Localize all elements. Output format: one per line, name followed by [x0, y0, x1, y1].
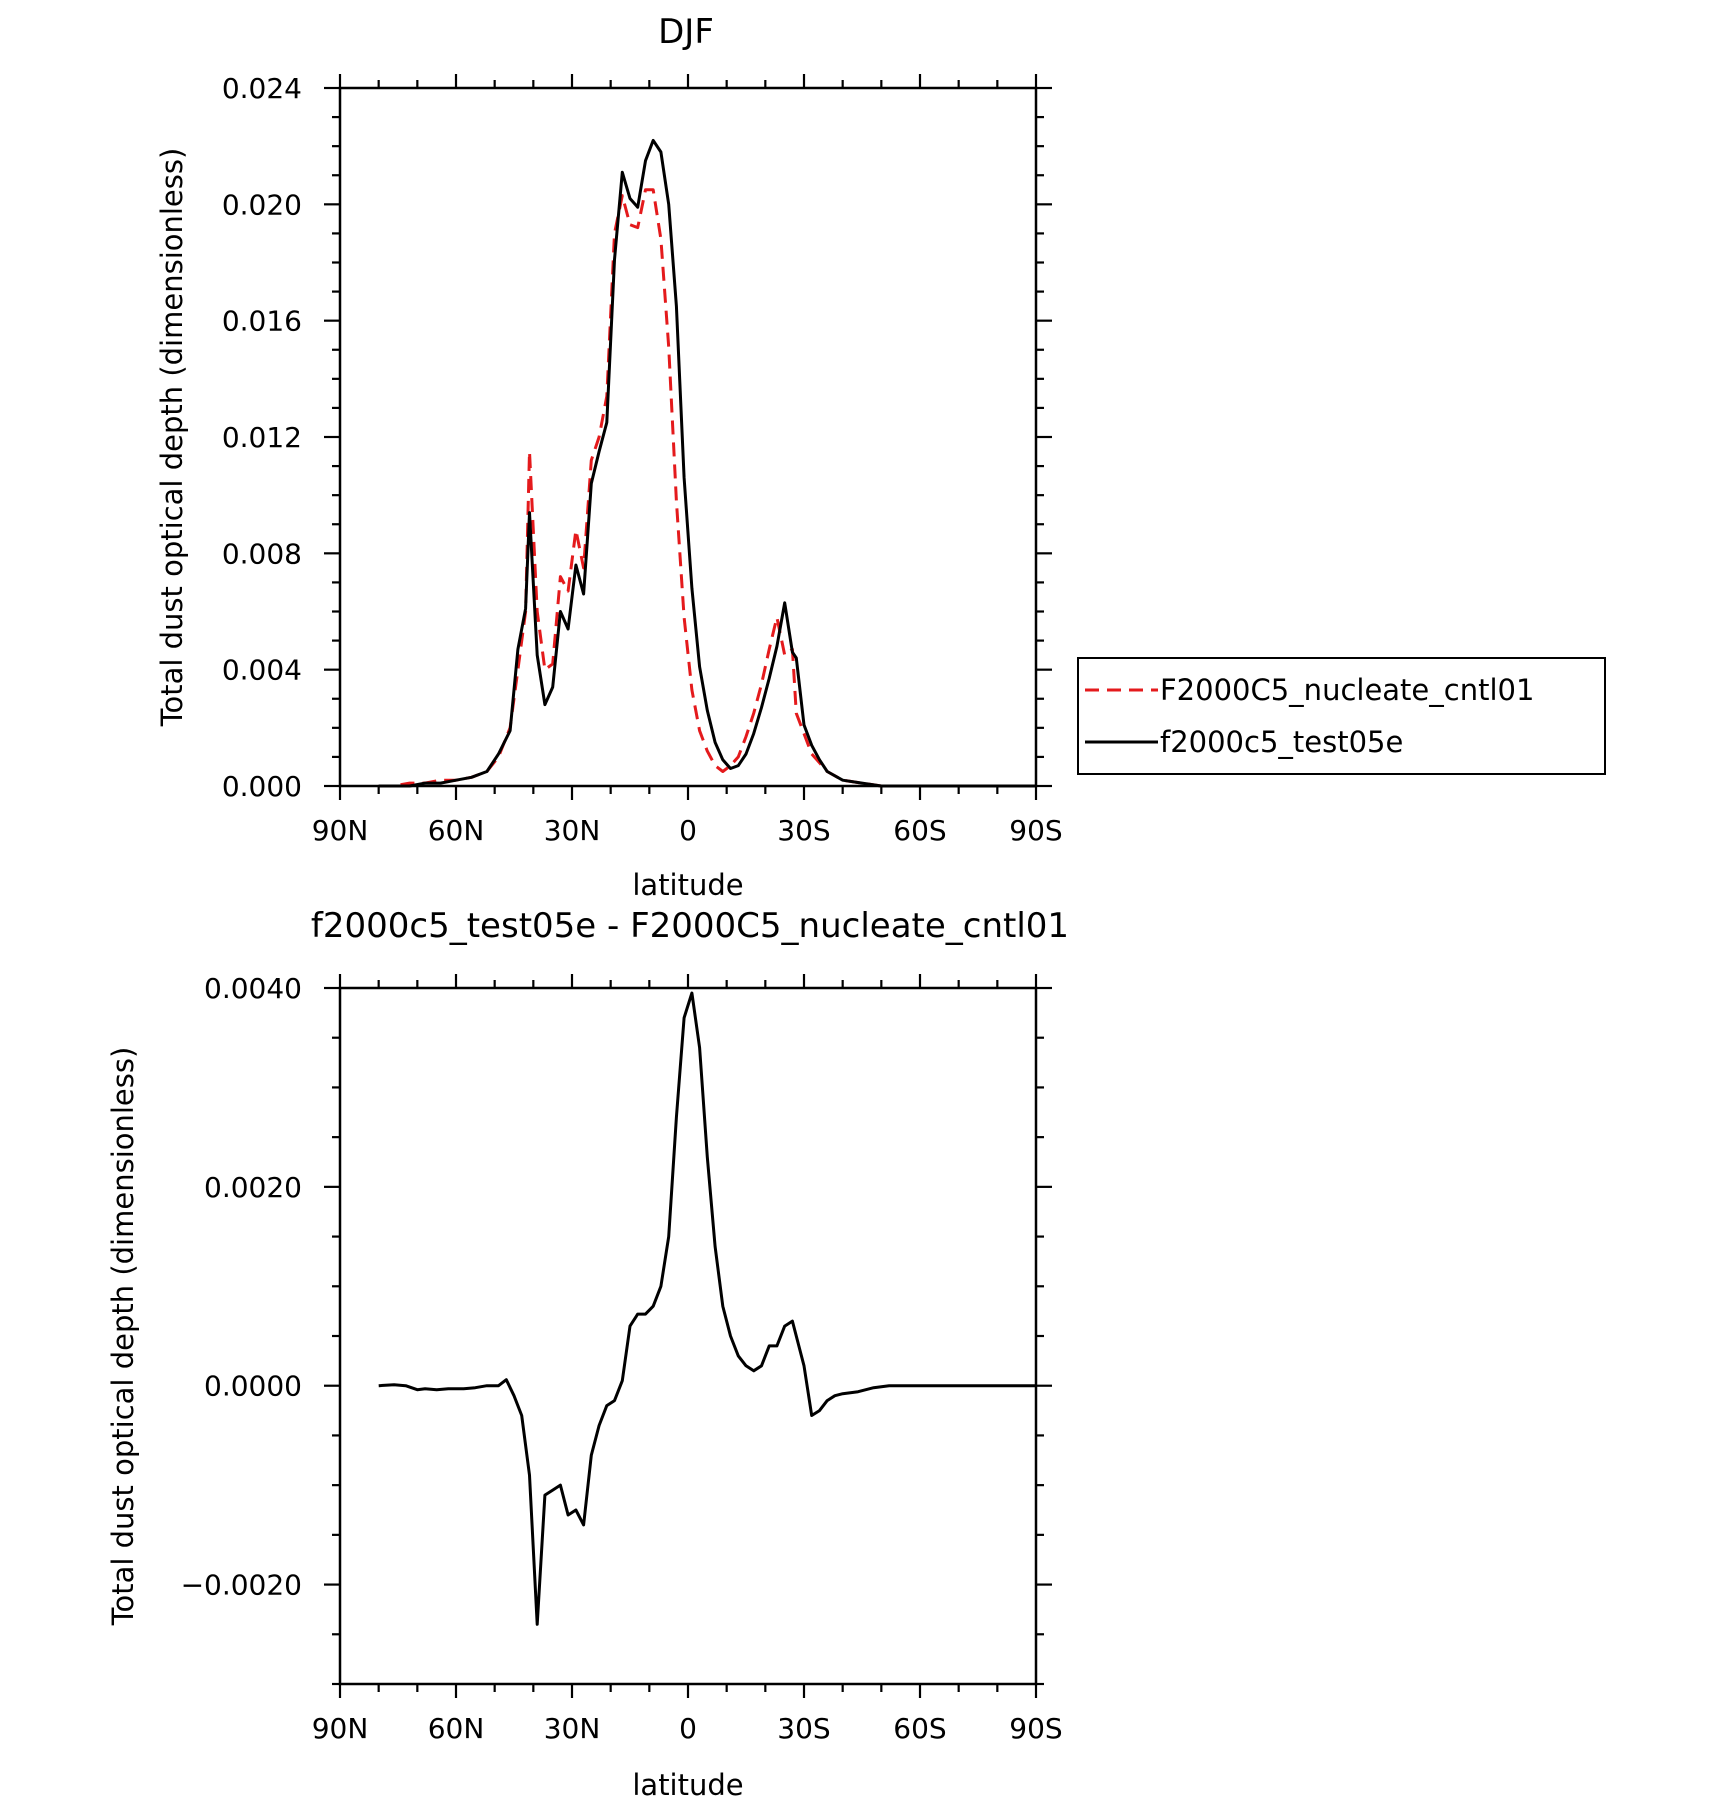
bottom-x-tick-label: 0 [679, 1712, 697, 1745]
top-series-line-1 [378, 188, 1036, 788]
bottom-x-axis-label: latitude [632, 1768, 743, 1800]
bottom-ticks [324, 974, 1052, 1698]
bottom-panel: f2000c5_test05e - F2000C5_nucleate_cntl0… [106, 906, 1069, 1800]
legend-label-test: f2000c5_test05e [1160, 725, 1403, 759]
legend-box [1077, 657, 1606, 775]
top-x-tick-label: 60S [893, 814, 946, 847]
bottom-title: f2000c5_test05e - F2000C5_nucleate_cntl0… [311, 906, 1069, 946]
top-y-tick-label: 0.012 [222, 421, 302, 454]
bottom-x-tick-label: 90N [312, 1712, 369, 1745]
top-ticks [324, 74, 1052, 800]
top-y-tick-label: 0.008 [222, 537, 302, 570]
top-x-tick-label: 0 [679, 814, 697, 847]
legend-label-cntl: F2000C5_nucleate_cntl01 [1160, 673, 1534, 707]
top-y-tick-label: 0.000 [222, 770, 302, 803]
bottom-x-tick-label: 60S [893, 1712, 946, 1745]
bottom-x-tick-label: 60N [428, 1712, 485, 1745]
top-x-tick-label: 90S [1009, 814, 1062, 847]
top-title: DJF [658, 12, 714, 52]
top-panel: DJF 90N 60N 30N 0 30S 60S 90S 0.000 0.004 0.008 0.… [155, 12, 1063, 902]
bottom-series [378, 991, 1036, 1626]
bottom-y-tick-label: −0.0020 [181, 1569, 302, 1602]
top-plot-frame [338, 86, 1038, 788]
bottom-tick-labels: 90N 60N 30N 0 30S 60S 90S −0.0020 0.0000 0.0020 0.… [181, 972, 1063, 1745]
bottom-x-tick-label: 30S [777, 1712, 830, 1745]
top-y-tick-label: 0.016 [222, 305, 302, 338]
top-series [378, 138, 1036, 788]
bottom-y-tick-label: 0.0000 [204, 1370, 302, 1403]
top-tick-labels: 90N 60N 30N 0 30S 60S 90S 0.000 0.004 0.008 0.012 0… [222, 72, 1063, 847]
top-x-tick-label: 60N [428, 814, 485, 847]
top-series-line-2 [378, 138, 1036, 788]
top-y-tick-label: 0.024 [222, 72, 302, 105]
bottom-y-tick-label: 0.0040 [204, 972, 302, 1005]
top-x-tick-label: 30N [544, 814, 601, 847]
top-y-tick-label: 0.004 [222, 654, 302, 687]
top-x-tick-label: 30S [777, 814, 830, 847]
bottom-x-tick-label: 90S [1009, 1712, 1062, 1745]
top-x-tick-label: 90N [312, 814, 369, 847]
legend: F2000C5_nucleate_cntl01 f2000c5_test05e [1077, 657, 1606, 775]
bottom-series-line-1 [378, 991, 1036, 1626]
top-y-axis-label: Total dust optical depth (dimensionless) [155, 148, 189, 728]
top-y-tick-label: 0.020 [222, 188, 302, 221]
bottom-plot-frame [338, 986, 1038, 1686]
top-x-axis-label: latitude [632, 868, 743, 902]
bottom-x-tick-label: 30N [544, 1712, 601, 1745]
bottom-y-tick-label: 0.0020 [204, 1171, 302, 1204]
bottom-y-axis-label: Total dust optical depth (dimensionless) [106, 1047, 140, 1627]
